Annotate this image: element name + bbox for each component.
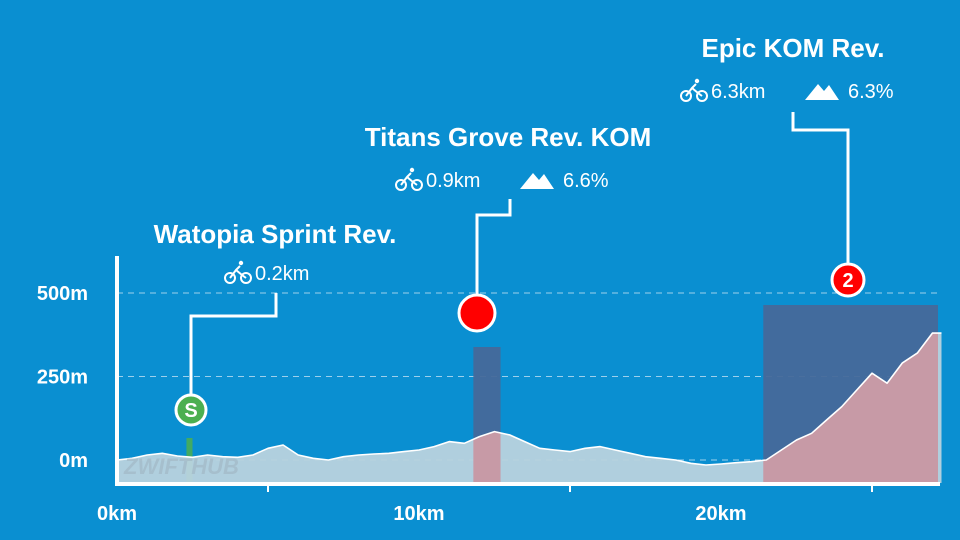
segment-connector-0 [189, 293, 278, 395]
segment-gradient: 6.6% [563, 170, 609, 192]
segment-connectors [189, 112, 850, 395]
bicycle-icon-rider [238, 260, 244, 266]
bicycle-icon-wheel [395, 179, 407, 191]
bicycle-icon [224, 260, 252, 284]
bicycle-icon [680, 78, 708, 102]
segment-marker-circle [457, 293, 497, 333]
segment-distance: 0.2km [255, 263, 309, 285]
segment-marker-label: S [184, 400, 197, 422]
segment-title: Watopia Sprint Rev. [154, 219, 397, 249]
segment-label-0: Watopia Sprint Rev. 0.2km [154, 219, 397, 285]
segment-distance: 0.9km [426, 170, 480, 192]
elevation-profile [116, 332, 942, 483]
y-tick-label: 0m [59, 450, 88, 472]
segment-markers: S2 [174, 262, 866, 427]
segment-label-2: Epic KOM Rev. 6.3km 6.3% [680, 33, 894, 103]
segment-marker-1 [457, 293, 497, 333]
axes: 0m 250m 500m 0km 10km 20km [37, 256, 940, 525]
climb-area-2 [763, 333, 939, 483]
bicycle-icon-frame [400, 172, 418, 186]
bicycle-icon-frame [685, 83, 703, 97]
segment-distance: 6.3km [711, 81, 765, 103]
mountain-icon [520, 173, 554, 189]
x-tick-label: 10km [393, 503, 444, 525]
bicycle-icon-wheel [411, 179, 423, 191]
y-tick-label: 500m [37, 283, 88, 305]
bicycle-icon-rider [409, 167, 415, 173]
segment-marker-label: 2 [842, 270, 853, 292]
bicycle-icon-rider [694, 78, 700, 84]
segment-label-1: Titans Grove Rev. KOM 0.9km 6.6% [365, 122, 652, 192]
segment-marker-circle [830, 262, 866, 298]
watermark-text: ZWIFTHUB [123, 454, 239, 479]
bicycle-icon-wheel [224, 272, 236, 284]
bicycle-icon [395, 167, 423, 191]
segment-title: Epic KOM Rev. [701, 33, 884, 63]
x-tick-label: 0km [97, 503, 137, 525]
segment-title: Titans Grove Rev. KOM [365, 122, 652, 152]
elevation-line [116, 332, 942, 466]
segment-marker-2: 2 [830, 262, 866, 298]
segment-connector-2 [791, 112, 850, 264]
climb-area-1 [473, 431, 501, 483]
bicycle-icon-wheel [680, 90, 692, 102]
y-tick-label: 250m [37, 367, 88, 389]
segment-marker-0: S [174, 393, 208, 427]
segment-labels: Watopia Sprint Rev. 0.2km Titans Grove Rev… [154, 33, 894, 285]
bicycle-icon-frame [229, 265, 247, 279]
segment-connector-1 [475, 199, 512, 295]
segment-gradient: 6.3% [848, 81, 894, 103]
bicycle-icon-wheel [240, 272, 252, 284]
mountain-icon [805, 84, 839, 100]
bicycle-icon-wheel [696, 90, 708, 102]
segment-marker-circle [174, 393, 208, 427]
x-tick-label: 20km [695, 503, 746, 525]
